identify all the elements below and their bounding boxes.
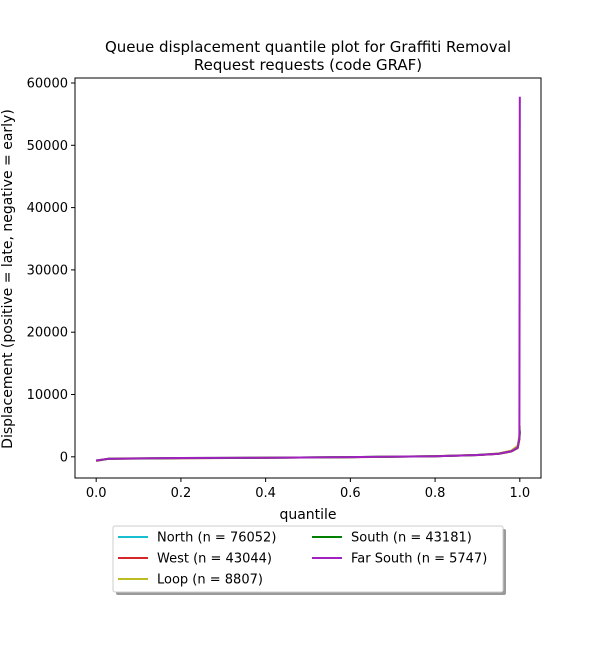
y-tick-label: 40000 xyxy=(27,201,68,216)
y-tick-label: 10000 xyxy=(27,388,68,403)
x-axis-label: quantile xyxy=(279,507,336,523)
legend: North (n = 76052) West (n = 43044) Loop (n… xyxy=(112,525,506,595)
y-tick-label: 0 xyxy=(60,450,68,465)
y-tick-label: 60000 xyxy=(27,76,68,91)
x-tick-label: 0.4 xyxy=(255,486,276,501)
y-tick-label: 20000 xyxy=(27,326,68,341)
x-axis: 0.0 0.2 0.4 0.6 0.8 1.0 xyxy=(86,478,530,501)
y-tick-label: 50000 xyxy=(27,139,68,154)
y-tick-label: 30000 xyxy=(27,263,68,278)
legend-label-far-south: Far South (n = 5747) xyxy=(351,552,487,567)
y-axis: 0 10000 20000 30000 40000 50000 60000 xyxy=(27,76,75,465)
x-tick-label: 0.8 xyxy=(425,486,446,501)
x-tick-label: 1.0 xyxy=(509,486,530,501)
plot-area-frame xyxy=(74,77,542,479)
legend-label-north: North (n = 76052) xyxy=(157,531,276,546)
x-tick-label: 0.2 xyxy=(171,486,192,501)
series-lines xyxy=(96,96,521,462)
legend-label-west: West (n = 43044) xyxy=(157,552,272,567)
legend-box xyxy=(112,525,504,593)
chart-title-line-2: Request requests (code GRAF) xyxy=(194,56,422,74)
y-axis-label: Displacement (positive = late, negative … xyxy=(0,109,16,449)
series-line-far-south xyxy=(96,96,521,462)
chart-title-line-1: Queue displacement quantile plot for Gra… xyxy=(105,38,511,56)
x-tick-label: 0.6 xyxy=(340,486,361,501)
legend-label-south: South (n = 43181) xyxy=(351,531,472,546)
x-tick-label: 0.0 xyxy=(86,486,107,501)
legend-label-loop: Loop (n = 8807) xyxy=(157,573,263,588)
